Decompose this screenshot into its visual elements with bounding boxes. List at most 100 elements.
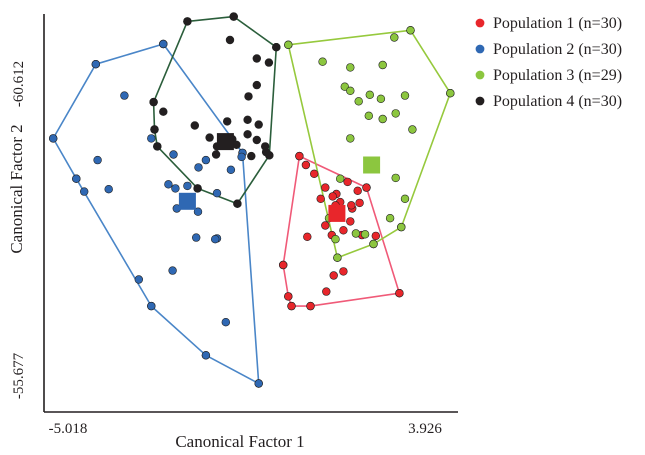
point-population-3	[365, 90, 374, 100]
point-population-1	[339, 226, 348, 235]
point-population-4	[159, 107, 168, 116]
point-population-2	[171, 184, 180, 193]
point-population-4	[265, 151, 274, 160]
point-population-2	[254, 379, 263, 388]
point-population-2	[192, 233, 201, 242]
point-population-4	[233, 199, 242, 208]
point-population-2	[134, 275, 144, 284]
point-population-4	[183, 17, 192, 26]
point-population-4	[211, 150, 221, 159]
point-population-2	[48, 134, 58, 143]
point-population-4	[243, 130, 252, 139]
centroid-population-1	[328, 204, 346, 222]
point-population-3	[390, 33, 399, 42]
point-population-1	[303, 232, 312, 242]
x-axis-label: Canonical Factor 1	[175, 432, 304, 450]
point-population-2	[159, 39, 168, 49]
points-layer	[48, 12, 455, 388]
point-population-2	[226, 165, 236, 175]
legend-label-population-1: Population 1 (n=30)	[493, 15, 622, 32]
point-population-2	[93, 155, 102, 165]
point-population-1	[284, 292, 293, 301]
point-population-3	[400, 91, 410, 100]
point-population-2	[201, 351, 211, 360]
point-population-2	[211, 235, 220, 244]
point-population-2	[237, 152, 246, 162]
point-population-1	[343, 177, 352, 187]
point-population-3	[336, 174, 345, 183]
legend-marker-population-4	[475, 96, 485, 106]
point-population-4	[150, 125, 159, 134]
point-population-3	[351, 229, 361, 238]
point-population-2	[183, 181, 192, 191]
point-population-2	[221, 318, 231, 327]
legend-label-population-4: Population 4 (n=30)	[493, 93, 622, 110]
point-population-2	[91, 59, 101, 69]
point-population-1	[316, 194, 325, 204]
point-population-2	[194, 163, 203, 172]
point-population-2	[147, 301, 156, 311]
legend-marker-population-2	[475, 44, 485, 54]
centroid-population-3	[363, 156, 381, 174]
legend-label-population-2: Population 2 (n=30)	[493, 41, 622, 58]
point-population-1	[310, 169, 319, 179]
centroid-population-2	[178, 192, 196, 210]
point-population-1	[321, 221, 330, 230]
point-population-3	[331, 235, 340, 244]
point-population-1	[347, 201, 356, 210]
point-population-3	[400, 194, 410, 204]
point-population-1	[328, 192, 337, 201]
point-population-2	[168, 266, 177, 275]
point-population-1	[355, 198, 364, 208]
centroids-layer	[178, 133, 381, 222]
point-population-3	[391, 173, 400, 183]
point-population-3	[346, 63, 355, 72]
point-population-1	[362, 183, 371, 192]
x-tick-label-left: -5.018	[49, 421, 88, 437]
point-population-1	[339, 267, 348, 276]
point-population-4	[243, 115, 252, 125]
point-population-3	[354, 97, 363, 106]
point-population-4	[252, 54, 261, 63]
centroid-population-4	[216, 133, 234, 151]
legend-label-population-3: Population 3 (n=29)	[493, 67, 622, 84]
point-population-3	[391, 109, 400, 118]
point-population-3	[346, 86, 355, 96]
point-population-3	[346, 134, 355, 143]
point-population-1	[321, 183, 330, 192]
point-population-1	[395, 289, 404, 298]
point-population-1	[295, 151, 304, 161]
point-population-4	[254, 120, 263, 129]
point-population-1	[329, 271, 338, 280]
point-population-3	[385, 214, 395, 223]
point-population-4	[225, 35, 235, 45]
point-population-3	[397, 222, 406, 232]
y-tick-label-top: -60.612	[11, 61, 27, 107]
point-population-1	[371, 231, 380, 241]
point-population-4	[193, 184, 202, 193]
point-population-3	[408, 125, 417, 134]
point-population-1	[287, 301, 296, 311]
point-population-2	[164, 180, 173, 189]
point-population-3	[378, 114, 387, 124]
point-population-4	[247, 151, 256, 161]
point-population-1	[306, 301, 315, 311]
hull-population-3	[287, 29, 452, 259]
point-population-4	[229, 12, 238, 21]
point-population-3	[406, 26, 415, 35]
point-population-3	[364, 111, 373, 121]
point-population-4	[223, 117, 232, 126]
point-population-1	[301, 160, 311, 170]
point-population-4	[205, 133, 214, 142]
point-population-4	[272, 42, 281, 52]
point-population-4	[252, 80, 261, 90]
y-tick-label-bottom: -55.677	[11, 352, 27, 399]
point-population-3	[318, 57, 327, 66]
point-population-4	[149, 97, 158, 107]
hull-population-4	[152, 15, 278, 205]
point-population-4	[252, 135, 261, 145]
point-population-3	[378, 60, 387, 70]
point-population-4	[244, 92, 253, 101]
